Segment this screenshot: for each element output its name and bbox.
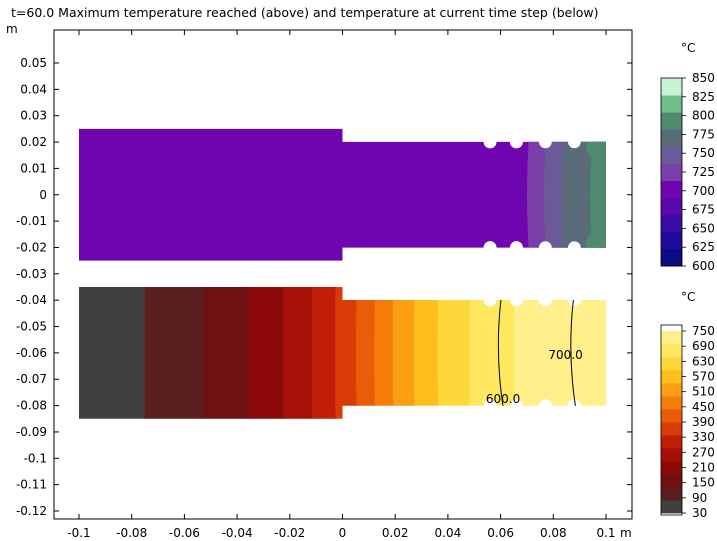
colorbar-band xyxy=(661,231,682,250)
colorbar-band xyxy=(661,95,682,113)
y-tick-label: -0.04 xyxy=(16,293,47,307)
colorbar-band xyxy=(661,163,682,181)
colorbar-label: 825 xyxy=(692,90,715,104)
y-tick-label: -0.02 xyxy=(16,240,47,254)
colorbar-band xyxy=(661,214,682,233)
y-tick-label: -0.1 xyxy=(24,451,47,465)
y-tick-label: 0 xyxy=(39,188,47,202)
colorbar-label: 330 xyxy=(692,430,715,444)
y-tick-label: -0.09 xyxy=(16,425,47,439)
colorbar-label: 30 xyxy=(692,506,707,520)
y-tick-label: 0.02 xyxy=(20,135,47,149)
colorbar-label: 570 xyxy=(692,370,715,384)
x-tick-label: 0.02 xyxy=(382,526,409,540)
colorbar-label: 630 xyxy=(692,354,715,368)
colorbar-band xyxy=(661,331,682,345)
colorbar-label: 210 xyxy=(692,461,715,475)
y-tick-label: 0.03 xyxy=(20,109,47,123)
x-tick-label: -0.1 xyxy=(67,526,90,540)
plot-axes-frame xyxy=(53,29,633,520)
colorbar-band xyxy=(661,422,682,436)
x-tick-label: 0.08 xyxy=(540,526,567,540)
colorbar-band xyxy=(661,435,682,449)
colorbar-lower-unit: °C xyxy=(681,290,695,304)
colorbar-band xyxy=(661,396,682,410)
colorbar-band xyxy=(661,357,682,371)
y-tick-label: -0.03 xyxy=(16,267,47,281)
y-tick-label: -0.08 xyxy=(16,399,47,413)
colorbar-band xyxy=(661,370,682,384)
y-tick-label: 0.01 xyxy=(20,161,47,175)
colorbar-upper-unit: °C xyxy=(681,41,695,55)
contour-line xyxy=(570,299,576,406)
colorbar-band xyxy=(661,146,682,164)
colorbar-upper: °C 850 825 800 775 750 725 700 675 650 625 600 xyxy=(660,41,715,273)
colorbar-band xyxy=(661,344,682,358)
colorbar-band xyxy=(661,383,682,397)
colorbar-band xyxy=(661,180,682,199)
y-tick-label: -0.07 xyxy=(16,372,47,386)
colorbar-label: 675 xyxy=(692,203,715,217)
colorbar-band xyxy=(661,474,682,488)
x-tick-label: 0.06 xyxy=(487,526,514,540)
colorbar-label: 850 xyxy=(692,71,715,85)
colorbar-label: 750 xyxy=(692,324,715,338)
x-axis-unit: m xyxy=(620,526,632,540)
colorbar-label: 725 xyxy=(692,165,715,179)
x-tick-label: 0 xyxy=(339,526,347,540)
colorbar-label: 390 xyxy=(692,415,715,429)
colorbar-band xyxy=(661,500,682,514)
colorbar-band xyxy=(661,129,682,147)
plot-title: t=60.0 Maximum temperature reached (abov… xyxy=(11,5,599,20)
colorbar-band xyxy=(661,409,682,423)
colorbar-label: 750 xyxy=(692,146,715,160)
x-tick-label: -0.02 xyxy=(274,526,305,540)
colorbar-band xyxy=(661,448,682,462)
colorbar-label: 450 xyxy=(692,400,715,414)
colorbar-label: 690 xyxy=(692,339,715,353)
colorbar-label: 150 xyxy=(692,476,715,490)
y-tick-label: -0.06 xyxy=(16,346,47,360)
y-tick-label: -0.12 xyxy=(16,504,47,518)
x-tick-label: -0.08 xyxy=(116,526,147,540)
colorbar-band xyxy=(661,461,682,475)
axis-ticks: -0.1 -0.08 -0.06 -0.04 -0.02 0 0.02 0.04 0.06 0.0… xyxy=(16,30,632,540)
contour-label: 700.0 xyxy=(548,348,582,362)
colorbar-label: 600 xyxy=(692,259,715,273)
colorbar-band xyxy=(661,78,682,96)
y-tick-label: 0.05 xyxy=(20,56,47,70)
upper-region-base xyxy=(79,128,606,261)
colorbar-band xyxy=(661,248,682,267)
colorbar-label: 700 xyxy=(692,184,715,198)
x-tick-label: 0.04 xyxy=(435,526,462,540)
x-tick-label: 0.1 xyxy=(596,526,615,540)
contour-line xyxy=(497,299,504,406)
colorbar-label: 775 xyxy=(692,127,715,141)
colorbar-label: 625 xyxy=(692,240,715,254)
contour-lines: 600.0 700.0 xyxy=(486,299,583,406)
colorbar-label: 650 xyxy=(692,221,715,235)
y-tick-label: -0.01 xyxy=(16,214,47,228)
y-tick-label: -0.11 xyxy=(16,478,47,492)
y-axis-unit: m xyxy=(6,22,18,36)
colorbar-label: 270 xyxy=(692,445,715,459)
colorbar-label: 90 xyxy=(692,491,707,505)
colorbar-label: 800 xyxy=(692,109,715,123)
colorbar-band xyxy=(661,112,682,130)
colorbar-label: 510 xyxy=(692,385,715,399)
contour-label: 600.0 xyxy=(486,392,520,406)
y-tick-label: 0.04 xyxy=(20,82,47,96)
colorbar-band xyxy=(661,487,682,501)
x-tick-label: -0.06 xyxy=(169,526,200,540)
x-tick-label: -0.04 xyxy=(222,526,253,540)
colorbar-band xyxy=(661,197,682,216)
y-tick-label: -0.05 xyxy=(16,320,47,334)
